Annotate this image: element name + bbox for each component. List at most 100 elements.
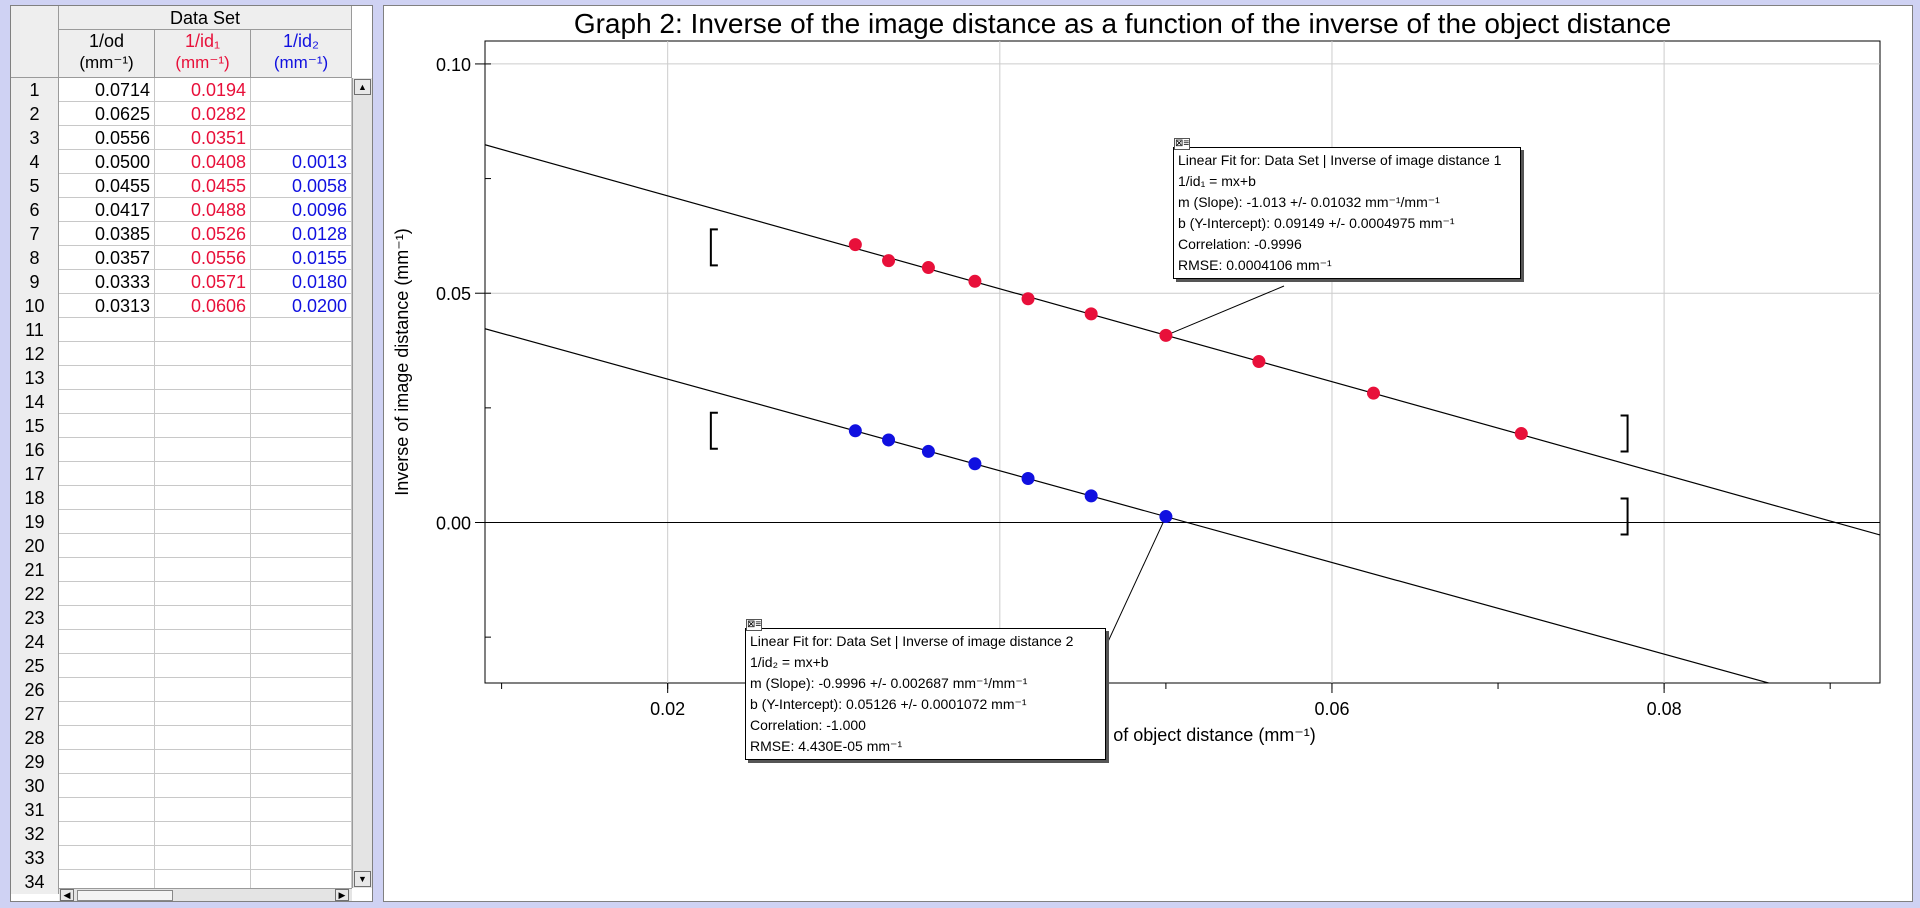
table-row[interactable]: 16 [11,438,352,462]
row-number[interactable]: 9 [11,270,59,294]
table-row[interactable]: 18 [11,486,352,510]
table-row[interactable]: 8 0.0357 0.0556 0.0155 [11,246,352,270]
table-cell[interactable]: 0.0408 [155,150,251,174]
table-cell[interactable]: 0.0455 [59,174,155,198]
table-cell[interactable]: 0.0606 [155,294,251,318]
table-cell[interactable] [59,822,155,846]
table-cell[interactable] [251,750,352,774]
data-point-series-1[interactable] [1084,307,1098,321]
table-cell[interactable] [155,798,251,822]
data-point-series-2[interactable] [848,424,862,438]
row-number[interactable]: 30 [11,774,59,798]
table-cell[interactable] [155,414,251,438]
column-header-id1[interactable]: 1/id₁ (mm⁻¹) [155,30,251,78]
table-row[interactable]: 9 0.0333 0.0571 0.0180 [11,270,352,294]
table-cell[interactable] [59,798,155,822]
table-cell[interactable] [155,486,251,510]
column-header-id2[interactable]: 1/id₂ (mm⁻¹) [251,30,352,78]
table-cell[interactable]: 0.0417 [59,198,155,222]
table-cell[interactable]: 0.0333 [59,270,155,294]
range-bracket-left[interactable] [709,411,718,450]
data-point-series-2[interactable] [968,457,982,471]
table-cell[interactable]: 0.0357 [59,246,155,270]
table-cell[interactable] [59,606,155,630]
range-bracket-right[interactable] [1620,497,1629,536]
table-cell[interactable]: 0.0488 [155,198,251,222]
table-cell[interactable] [155,390,251,414]
table-cell[interactable] [59,510,155,534]
table-row[interactable]: 33 [11,846,352,870]
row-number[interactable]: 34 [11,870,59,894]
table-cell[interactable] [251,462,352,486]
table-cell[interactable] [155,510,251,534]
table-cell[interactable] [59,534,155,558]
table-row[interactable]: 21 [11,558,352,582]
data-point-series-1[interactable] [921,261,935,275]
table-row[interactable]: 28 [11,726,352,750]
row-number[interactable]: 23 [11,606,59,630]
table-row[interactable]: 20 [11,534,352,558]
table-row[interactable]: 32 [11,822,352,846]
table-cell[interactable] [59,678,155,702]
table-cell[interactable] [251,846,352,870]
row-number[interactable]: 10 [11,294,59,318]
row-number[interactable]: 24 [11,630,59,654]
range-bracket-left[interactable] [709,228,718,267]
table-cell[interactable]: 0.0571 [155,270,251,294]
table-cell[interactable] [155,702,251,726]
data-point-series-1[interactable] [1159,328,1173,342]
table-cell[interactable]: 0.0313 [59,294,155,318]
table-cell[interactable]: 0.0500 [59,150,155,174]
table-row[interactable]: 3 0.0556 0.0351 [11,126,352,150]
table-cell[interactable] [59,390,155,414]
table-cell[interactable] [251,654,352,678]
table-cell[interactable] [155,438,251,462]
table-cell[interactable] [251,606,352,630]
table-cell[interactable] [251,582,352,606]
data-point-series-1[interactable] [848,238,862,252]
table-cell[interactable] [155,318,251,342]
table-cell[interactable] [251,558,352,582]
fit-line-2[interactable] [485,328,1880,714]
linear-fit-box-2[interactable]: ⊠≡ Linear Fit for: Data Set | Inverse of… [745,619,1106,760]
data-point-series-2[interactable] [1084,489,1098,503]
row-number[interactable]: 5 [11,174,59,198]
close-icon[interactable]: ⊠≡ [746,619,763,631]
row-number[interactable]: 1 [11,78,59,102]
table-row[interactable]: 24 [11,630,352,654]
row-number[interactable]: 13 [11,366,59,390]
table-row[interactable]: 10 0.0313 0.0606 0.0200 [11,294,352,318]
row-number[interactable]: 6 [11,198,59,222]
table-row[interactable]: 1 0.0714 0.0194 [11,78,352,102]
table-cell[interactable]: 0.0556 [59,126,155,150]
table-row[interactable]: 13 [11,366,352,390]
table-cell[interactable] [155,534,251,558]
data-point-series-1[interactable] [1021,292,1035,306]
row-number[interactable]: 26 [11,678,59,702]
table-cell[interactable] [59,318,155,342]
table-cell[interactable] [155,630,251,654]
row-number[interactable]: 33 [11,846,59,870]
table-cell[interactable] [155,342,251,366]
table-row[interactable]: 11 [11,318,352,342]
horizontal-scrollbar[interactable]: ◀ ▶ [59,888,352,901]
table-row[interactable]: 4 0.0500 0.0408 0.0013 [11,150,352,174]
table-cell[interactable] [251,126,352,150]
table-cell[interactable] [251,798,352,822]
scroll-up-icon[interactable]: ▲ [354,79,371,95]
data-point-series-1[interactable] [1252,355,1266,369]
row-number[interactable]: 11 [11,318,59,342]
table-cell[interactable]: 0.0282 [155,102,251,126]
table-cell[interactable] [59,438,155,462]
row-number[interactable]: 20 [11,534,59,558]
data-point-series-2[interactable] [882,433,896,447]
fit-line-1[interactable] [485,144,1880,536]
row-number[interactable]: 4 [11,150,59,174]
table-cell[interactable] [155,870,251,894]
table-cell[interactable] [155,462,251,486]
table-cell[interactable]: 0.0096 [251,198,352,222]
table-cell[interactable]: 0.0180 [251,270,352,294]
table-cell[interactable]: 0.0194 [155,78,251,102]
row-number[interactable]: 32 [11,822,59,846]
table-cell[interactable] [155,366,251,390]
